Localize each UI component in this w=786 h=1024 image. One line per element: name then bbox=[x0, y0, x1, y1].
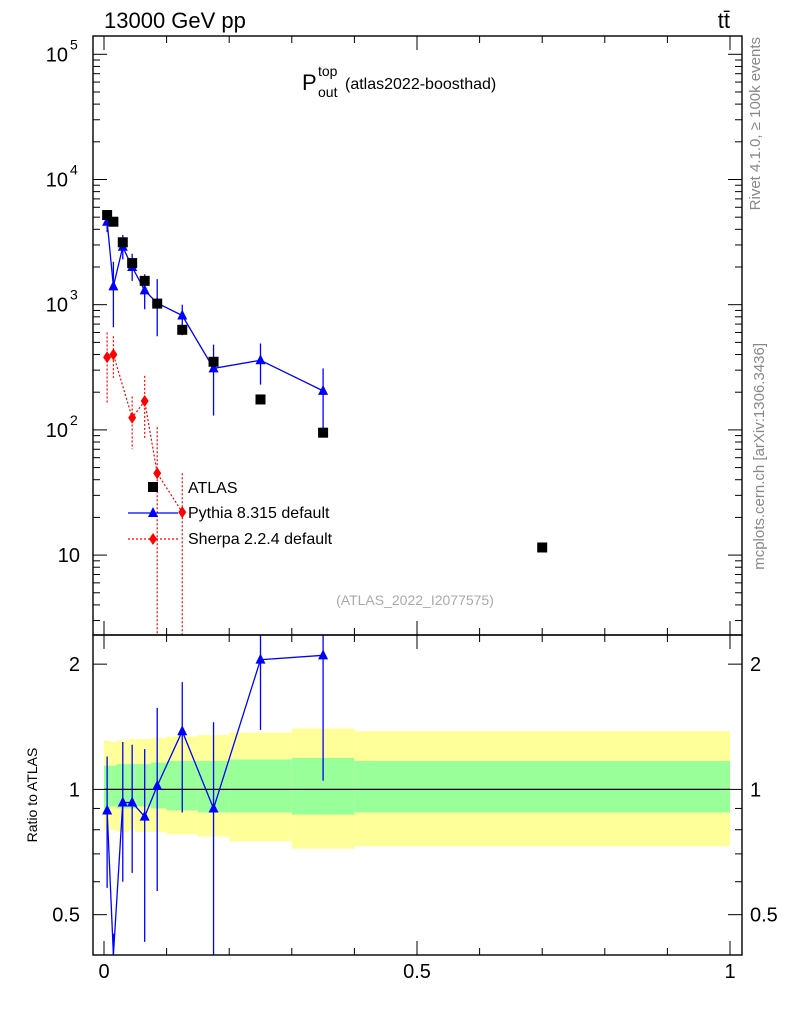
ratio-y-tick-label: 1 bbox=[69, 779, 80, 801]
data-point bbox=[127, 258, 138, 269]
main-y-tick-label: 10 bbox=[58, 545, 80, 567]
sherpa-point bbox=[140, 395, 149, 408]
pythia-point bbox=[108, 280, 119, 291]
data-point bbox=[177, 324, 188, 335]
main-y-tick-label: 10 bbox=[46, 295, 68, 317]
data-point bbox=[537, 542, 548, 553]
mcplots-label: mcplots.cern.ch [arXiv:1306.3436] bbox=[751, 343, 768, 570]
ratio-bands bbox=[104, 728, 730, 849]
energy-label: 13000 GeV pp bbox=[104, 8, 246, 33]
data-point bbox=[152, 298, 163, 309]
ratio-ylabel: Ratio to ATLAS bbox=[24, 748, 40, 843]
data-point bbox=[139, 275, 150, 286]
ratio-panel-content bbox=[102, 635, 329, 956]
pythia-point bbox=[208, 362, 219, 373]
main-y-tick-label: 10 bbox=[46, 44, 68, 66]
ratio-pythia-point bbox=[117, 796, 128, 807]
ratio-pythia-point bbox=[177, 725, 188, 736]
x-tick-label: 0 bbox=[98, 961, 109, 983]
ratio-pythia-point bbox=[152, 779, 163, 790]
pythia-point bbox=[177, 309, 188, 320]
main-y-tick-exponent: 3 bbox=[70, 287, 78, 303]
ratio-pythia-point bbox=[318, 649, 329, 660]
legend-label-sherpa: Sherpa 2.2.4 default bbox=[188, 531, 333, 548]
ratio-band-inner bbox=[229, 759, 292, 813]
pythia-point bbox=[318, 384, 329, 395]
legend: ATLAS Pythia 8.315 default Sherpa 2.2.4 … bbox=[128, 480, 333, 548]
ratio-pythia-point bbox=[102, 804, 113, 815]
data-point bbox=[255, 394, 266, 405]
ratio-pythia-point bbox=[208, 802, 219, 813]
sherpa-point bbox=[103, 351, 112, 364]
main-y-tick-exponent: 4 bbox=[70, 161, 78, 177]
x-tick-label: 0.5 bbox=[403, 961, 431, 983]
ratio-pythia-line bbox=[106, 654, 324, 956]
data-point bbox=[108, 216, 119, 227]
main-y-tick-label: 10 bbox=[46, 420, 68, 442]
main-panel-content bbox=[102, 210, 548, 635]
legend-marker-pythia bbox=[148, 507, 158, 517]
ratio-band-inner bbox=[354, 761, 730, 813]
legend-label-pythia: Pythia 8.315 default bbox=[188, 505, 330, 522]
process-label: tt̄ bbox=[718, 8, 730, 33]
ratio-y-tick-label: 2 bbox=[69, 654, 80, 676]
data-point bbox=[117, 237, 128, 248]
main-y-tick-exponent: 2 bbox=[70, 412, 78, 428]
legend-label-data: ATLAS bbox=[188, 480, 238, 497]
data-point bbox=[102, 210, 113, 221]
ratio-y-tick-label-right: 1 bbox=[750, 779, 761, 801]
ratio-pythia-point bbox=[139, 810, 150, 821]
chart-title: P top out (atlas2022-boosthad) bbox=[302, 63, 496, 100]
title-suffix: (atlas2022-boosthad) bbox=[345, 76, 496, 93]
title-main: P bbox=[302, 70, 317, 95]
legend-marker-data bbox=[148, 482, 158, 492]
pythia-point bbox=[255, 354, 266, 365]
legend-marker-sherpa bbox=[149, 533, 157, 545]
ratio-y-tick-label-right: 2 bbox=[750, 654, 761, 676]
data-point bbox=[318, 427, 329, 438]
sherpa-point bbox=[178, 506, 187, 519]
ratio-pythia-point bbox=[127, 796, 138, 807]
pythia-line bbox=[106, 221, 324, 392]
rivet-label: Rivet 4.1.0, ≥ 100k events bbox=[747, 37, 764, 210]
title-subscript: out bbox=[318, 84, 338, 100]
ratio-band-inner bbox=[110, 765, 117, 807]
ratio-pythia-point bbox=[255, 653, 266, 664]
ratio-y-tick-label: 0.5 bbox=[52, 905, 80, 927]
sherpa-point bbox=[109, 348, 118, 361]
sherpa-point bbox=[153, 467, 162, 480]
main-y-tick-label: 10 bbox=[46, 169, 68, 191]
ratio-y-tick-label-right: 0.5 bbox=[750, 905, 778, 927]
sherpa-point bbox=[128, 411, 137, 424]
pythia-point bbox=[139, 284, 150, 295]
analysis-id: (ATLAS_2022_I2077575) bbox=[336, 592, 494, 608]
data-point bbox=[208, 356, 219, 367]
title-superscript: top bbox=[318, 63, 338, 79]
main-y-tick-exponent: 5 bbox=[70, 36, 78, 52]
ratio-band-inner bbox=[135, 764, 151, 807]
x-tick-label: 1 bbox=[724, 961, 735, 983]
